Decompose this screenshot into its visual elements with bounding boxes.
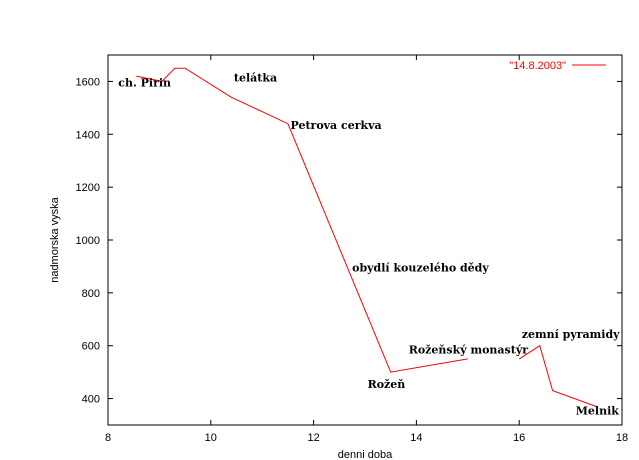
annotation-label: obydlí kouzelého dědy bbox=[352, 262, 489, 275]
x-axis-label: denni doba bbox=[338, 449, 393, 460]
y-tick-label: 1000 bbox=[76, 235, 100, 247]
x-tick-label: 8 bbox=[105, 432, 111, 444]
y-tick-labels: 400 600 800 1000 1200 1400 1600 bbox=[76, 76, 100, 405]
x-tick-label: 18 bbox=[616, 432, 628, 444]
annotation-layer: ch. Pirin telátka Petrova cerkva obydlí kou… bbox=[118, 71, 620, 417]
y-tick-label: 1400 bbox=[76, 129, 100, 141]
x-tick-label: 12 bbox=[307, 432, 319, 444]
x-tick-label: 10 bbox=[205, 432, 217, 444]
annotation-label: Rožeň bbox=[368, 378, 406, 391]
x-tick-label: 16 bbox=[513, 432, 525, 444]
y-tick-label: 400 bbox=[82, 394, 100, 406]
y-tick-label: 1600 bbox=[76, 76, 100, 88]
annotation-label: telátka bbox=[234, 71, 277, 84]
x-tick-labels: 8 10 12 14 16 18 bbox=[105, 432, 628, 444]
y-tick-label: 1200 bbox=[76, 182, 100, 194]
y-tick-label: 800 bbox=[82, 288, 100, 300]
y-axis-label: nadmorska vyska bbox=[49, 196, 61, 282]
annotation-label: Petrova cerkva bbox=[290, 119, 381, 132]
plot-frame bbox=[107, 54, 623, 426]
legend-entry-label: "14.8.2003" bbox=[509, 60, 566, 72]
series-layer bbox=[136, 67, 597, 407]
annotation-label: Melnik bbox=[576, 404, 620, 417]
annotation-label: Rožeňský monastýr bbox=[409, 344, 529, 357]
axis-ticks bbox=[107, 55, 623, 425]
series-line bbox=[136, 67, 597, 407]
x-tick-label: 14 bbox=[410, 432, 422, 444]
annotation-label: zemní pyramidy bbox=[522, 328, 620, 341]
y-tick-label: 600 bbox=[82, 341, 100, 353]
annotation-label: ch. Pirin bbox=[118, 77, 171, 90]
legend: "14.8.2003" bbox=[509, 60, 606, 72]
